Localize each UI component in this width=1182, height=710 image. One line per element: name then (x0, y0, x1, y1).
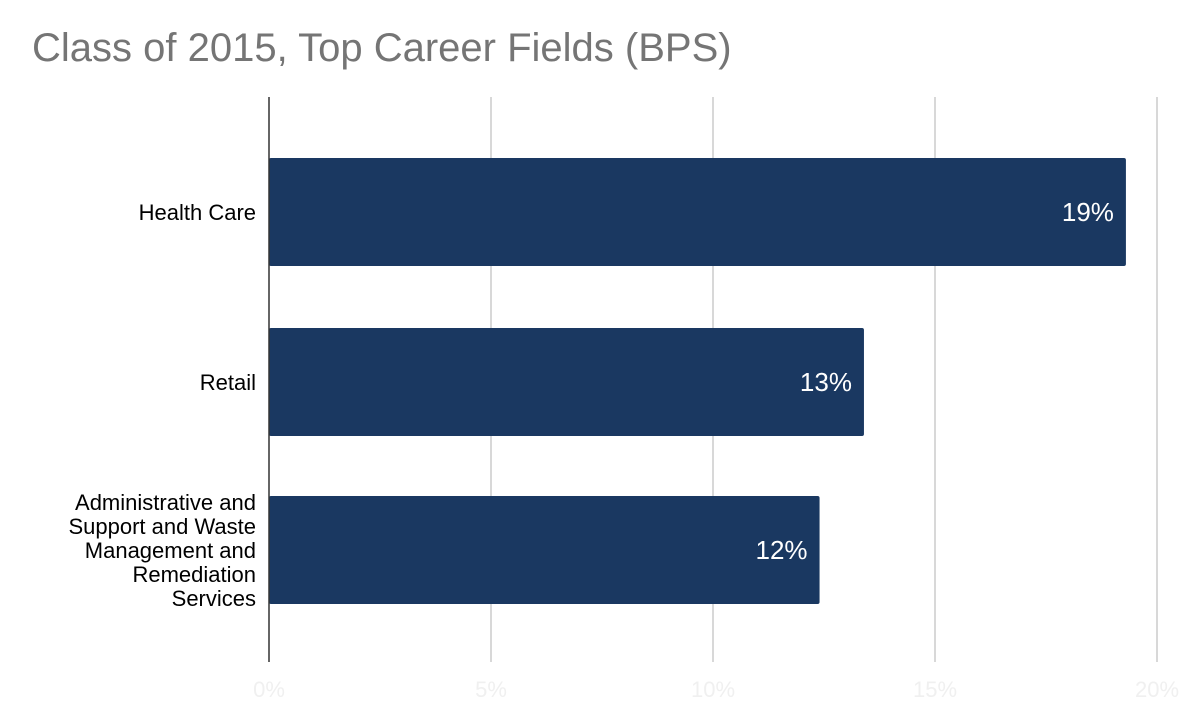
x-tick-label-1: 5% (475, 677, 507, 702)
chart-title: Class of 2015, Top Career Fields (BPS) (32, 26, 732, 70)
category-label-line: Support and Waste (68, 514, 256, 539)
category-label-line: Retail (200, 370, 256, 395)
x-tick-label-0: 0% (253, 677, 285, 702)
category-label-1: Retail (200, 370, 256, 395)
bars: 19% 13% 12% (269, 158, 1126, 604)
category-label-0: Health Care (139, 200, 256, 225)
data-label-2: 12% (756, 535, 808, 565)
x-tick-label-4: 20% (1135, 677, 1179, 702)
category-label-line: Remediation (132, 562, 256, 587)
data-label-0: 19% (1062, 197, 1114, 227)
data-label-1: 13% (800, 367, 852, 397)
bar-1 (269, 328, 864, 436)
category-label-2: Administrative and Support and Waste Manag… (68, 490, 256, 611)
x-tick-labels: 0% 5% 10% 15% 20% (253, 677, 1179, 702)
x-tick-label-2: 10% (691, 677, 735, 702)
bar-2 (269, 496, 820, 604)
category-label-line: Health Care (139, 200, 256, 225)
category-label-line: Management and (85, 538, 256, 563)
x-tick-label-3: 15% (913, 677, 957, 702)
category-labels: Health Care Retail Administrative and Suppo… (68, 200, 256, 611)
category-label-line: Services (172, 586, 256, 611)
bar-0 (269, 158, 1126, 266)
category-label-line: Administrative and (75, 490, 256, 515)
